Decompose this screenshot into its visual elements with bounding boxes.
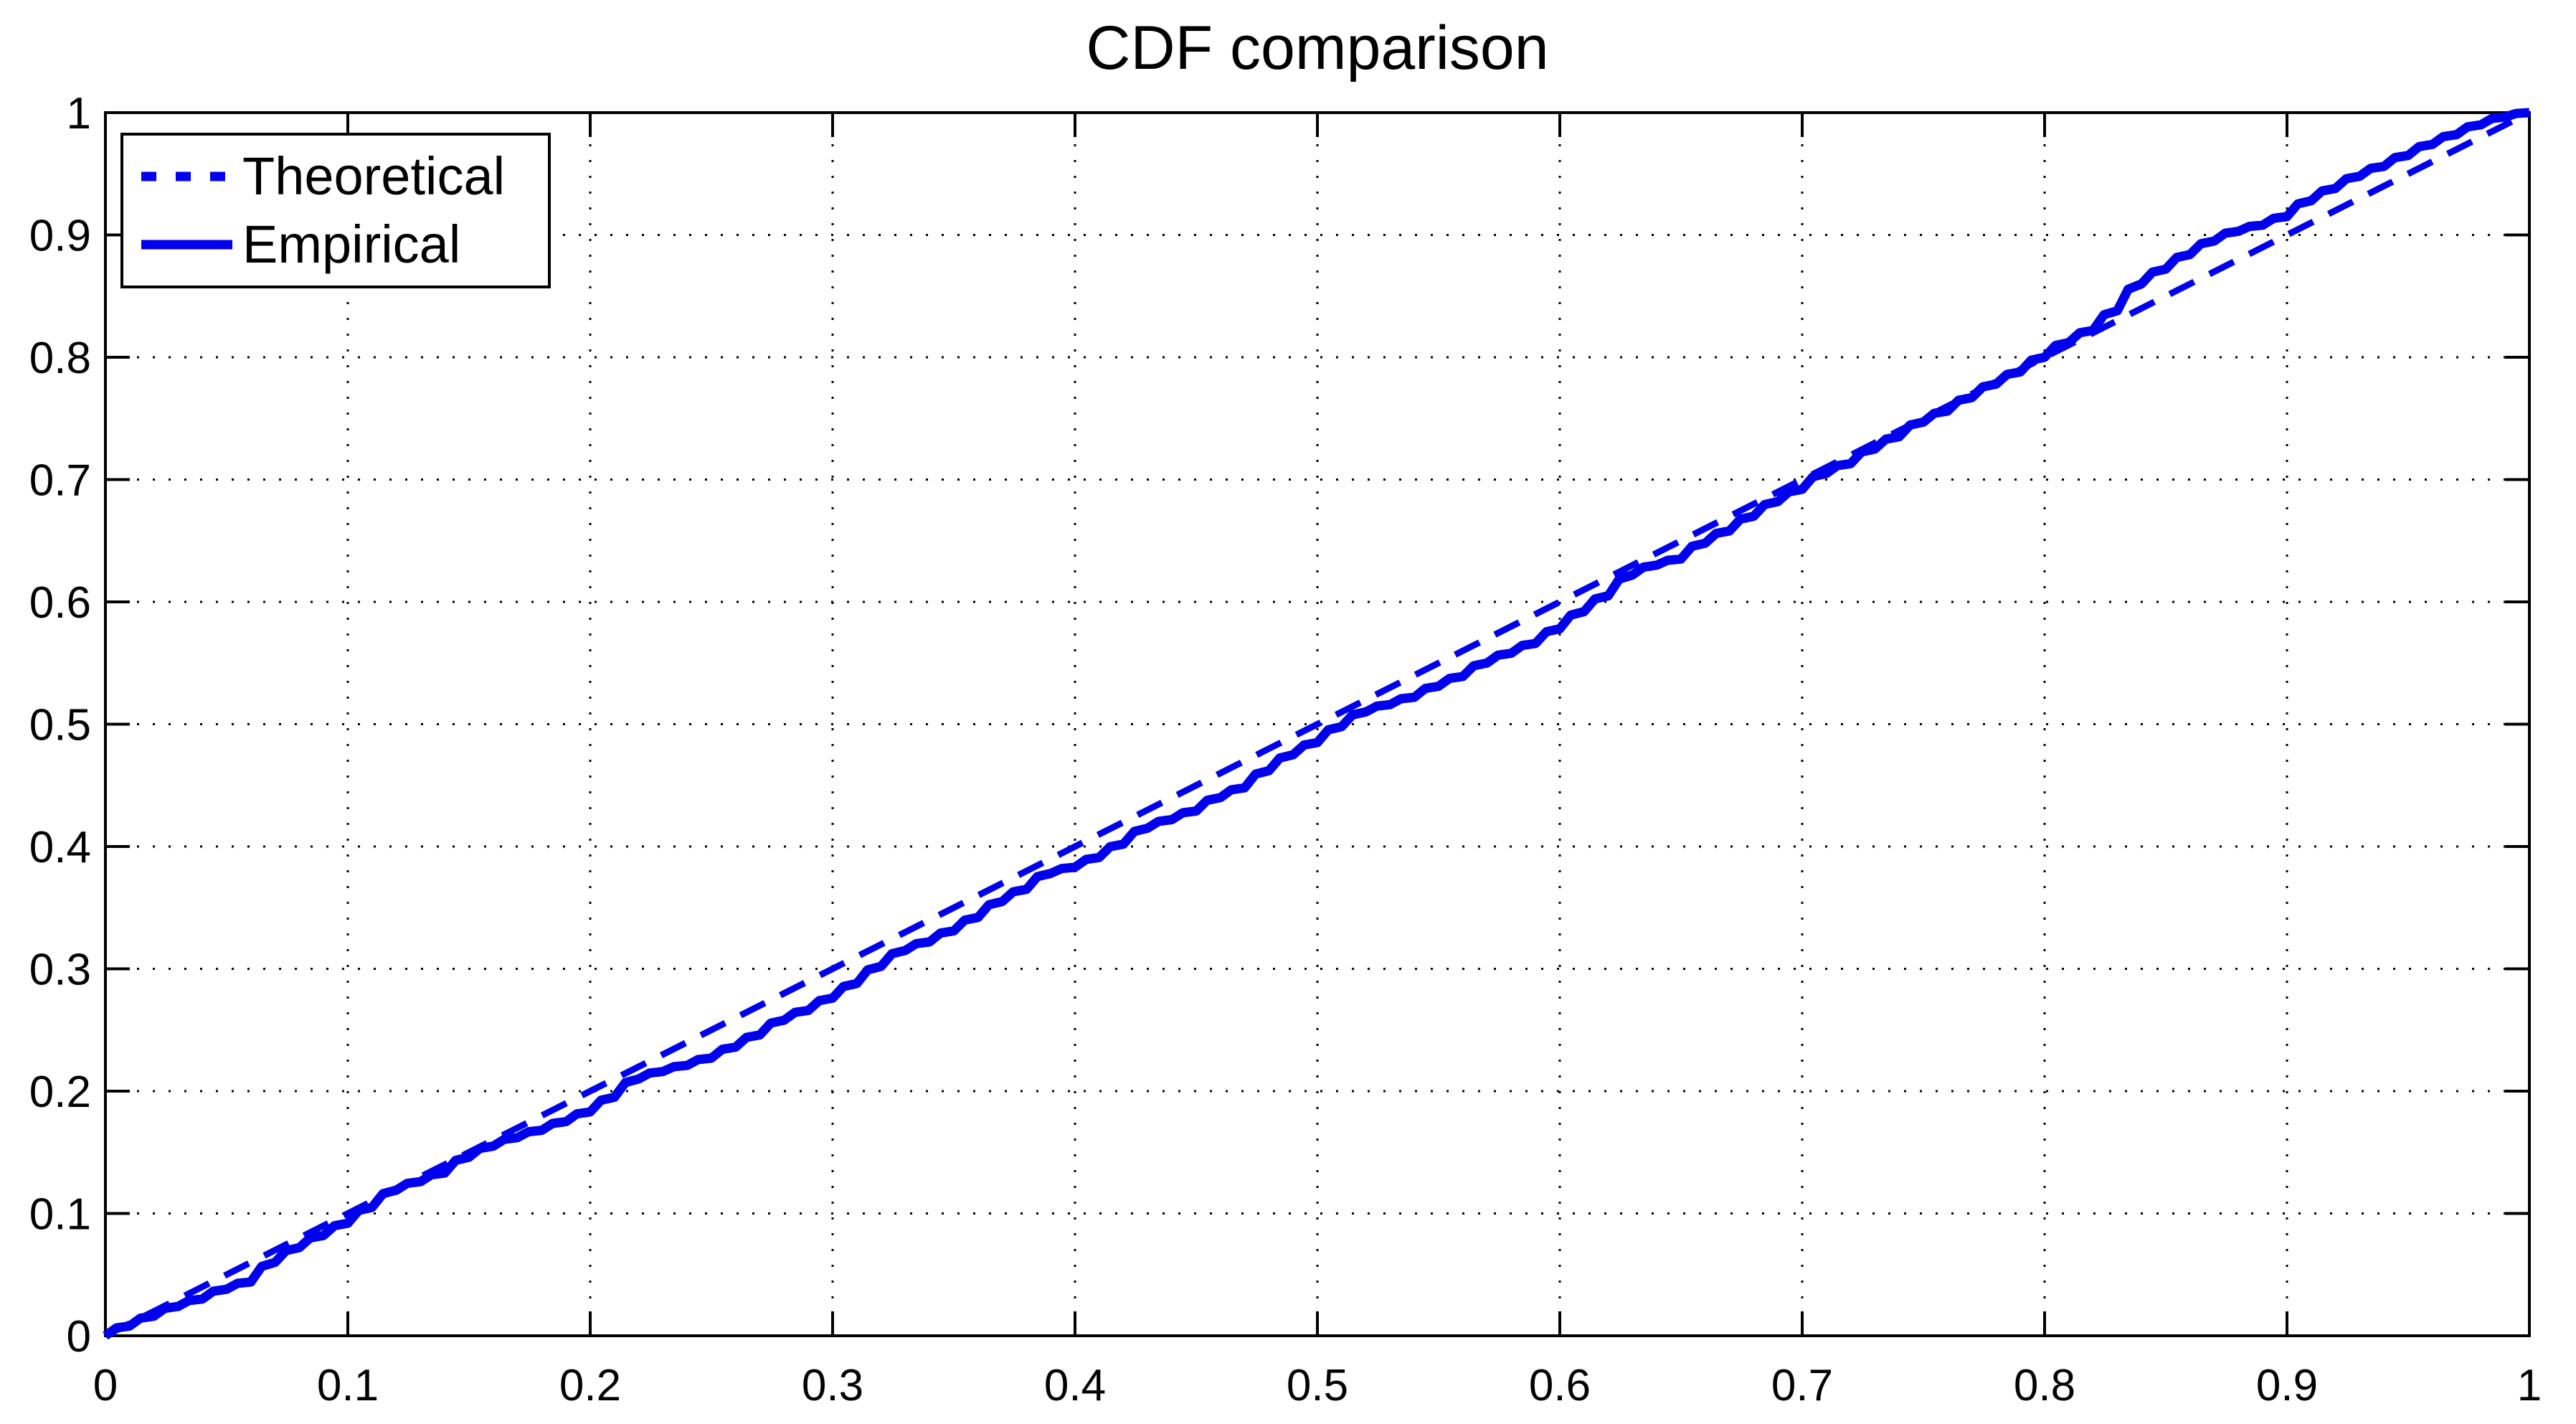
x-tick-label: 1 (2517, 1361, 2542, 1410)
theoretical-line (103, 109, 2532, 1339)
x-tick-label: 0.4 (1044, 1361, 1106, 1410)
legend[interactable]: Theoretical Empirical (120, 133, 551, 288)
y-tick-label: 0.1 (29, 1190, 91, 1240)
y-tick-label: 0 (67, 1312, 91, 1362)
x-tick-label: 0.1 (317, 1361, 379, 1410)
y-tick-label: 0.5 (29, 701, 91, 750)
x-tick-label: 0.9 (2256, 1361, 2318, 1410)
dashed-line-sample (141, 171, 232, 181)
x-tick-label: 0.2 (559, 1361, 621, 1410)
legend-label-theoretical: Theoretical (242, 146, 506, 207)
y-tick-label: 0.7 (29, 456, 91, 506)
y-tick-label: 0.8 (29, 334, 91, 383)
legend-item-empirical: Empirical (123, 211, 548, 279)
empirical-line (103, 108, 2530, 1340)
axes-box (104, 111, 2531, 1337)
x-tick-label: 0.3 (802, 1361, 863, 1410)
x-tick-label: 0.8 (2014, 1361, 2075, 1410)
x-tick-label: 0.7 (1771, 1361, 1833, 1410)
y-tick-label: 0.9 (29, 212, 91, 261)
x-tick-label: 0.6 (1529, 1361, 1591, 1410)
y-tick-label: 0.2 (29, 1067, 91, 1117)
legend-item-theoretical: Theoretical (123, 143, 548, 211)
y-tick-label: 1 (67, 89, 91, 138)
legend-label-empirical: Empirical (242, 214, 461, 274)
y-tick-label: 0.3 (29, 946, 91, 995)
y-tick-label: 0.4 (29, 823, 91, 872)
chart-title: CDF comparison (1086, 14, 1549, 82)
y-tick-label: 0.6 (29, 578, 91, 628)
x-tick-label: 0.5 (1287, 1361, 1348, 1410)
solid-line-sample (141, 240, 232, 250)
x-tick-label: 0 (93, 1361, 118, 1410)
